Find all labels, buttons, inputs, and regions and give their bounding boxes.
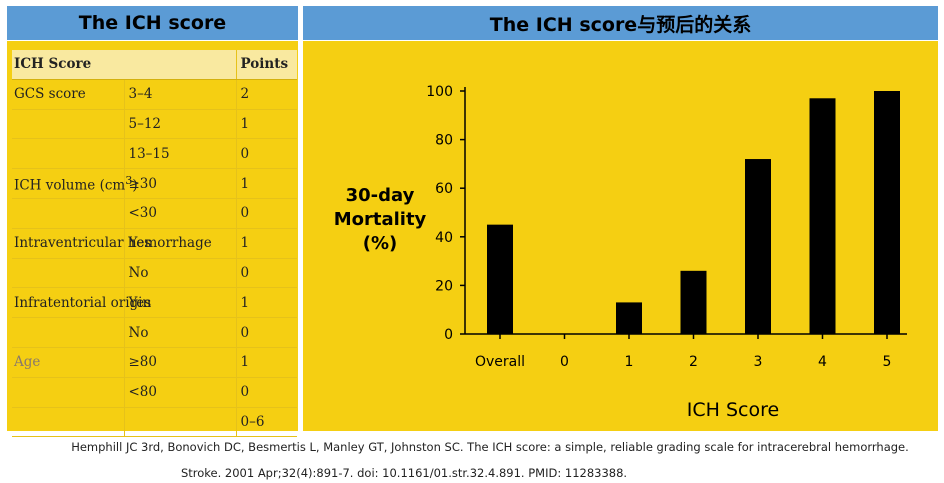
ich-score-table: ICH Score Points GCS score 3–4 2 5–12 1 … bbox=[12, 50, 297, 438]
row-range: 5–12 bbox=[123, 109, 236, 140]
table-row: No 0 bbox=[12, 258, 297, 289]
row-points: 1 bbox=[235, 287, 297, 319]
table-row: 0–6 bbox=[12, 407, 297, 438]
left-panel-title: The ICH score bbox=[7, 6, 298, 40]
row-points: 1 bbox=[235, 109, 297, 140]
y-axis-label: Mortality bbox=[334, 209, 427, 230]
right-panel-title-text: The ICH score与预后的关系 bbox=[489, 13, 752, 36]
bar-5 bbox=[874, 91, 900, 334]
y-tick-label: 80 bbox=[435, 133, 453, 149]
y-tick-label: 0 bbox=[444, 327, 453, 343]
row-label-text: ICH volume (cm bbox=[14, 177, 126, 194]
row-label bbox=[12, 317, 124, 348]
table-row: GCS score 3–4 2 bbox=[12, 79, 297, 110]
table-header-points: Points bbox=[235, 50, 297, 80]
bar-overall bbox=[487, 224, 513, 334]
x-tick-label: Overall bbox=[475, 354, 525, 370]
row-points: 1 bbox=[235, 168, 297, 199]
row-range: No bbox=[123, 317, 236, 348]
row-range: 13–15 bbox=[123, 138, 236, 170]
row-label: Infratentorial origin bbox=[12, 287, 151, 319]
row-label bbox=[12, 258, 124, 289]
x-axis-label: ICH Score bbox=[687, 399, 779, 421]
row-range: <80 bbox=[123, 377, 236, 408]
citation-line-2: Stroke. 2001 Apr;32(4):891-7. doi: 10.11… bbox=[180, 466, 628, 480]
table-header-label: ICH Score bbox=[12, 50, 236, 80]
table-row: Intraventricular hemorrhage Yes 1 bbox=[12, 228, 297, 259]
row-range: Yes bbox=[123, 228, 236, 259]
bar-1 bbox=[616, 302, 642, 334]
x-tick-label: 2 bbox=[689, 354, 698, 370]
left-panel-title-text: The ICH score bbox=[78, 12, 227, 34]
row-points: 0 bbox=[235, 258, 297, 289]
row-points: 1 bbox=[235, 347, 297, 378]
row-label bbox=[12, 407, 124, 438]
table-row: <80 0 bbox=[12, 377, 297, 408]
row-label: ICH volume (cm3) bbox=[12, 168, 138, 199]
y-tick-label: 20 bbox=[435, 278, 453, 294]
row-range: Yes bbox=[123, 287, 236, 319]
row-range: No bbox=[123, 258, 236, 289]
x-tick-label: 5 bbox=[883, 354, 892, 370]
x-tick-label: 0 bbox=[560, 354, 569, 370]
row-label bbox=[12, 377, 124, 408]
table-row: No 0 bbox=[12, 317, 297, 348]
row-range: ≥80 bbox=[123, 347, 236, 378]
row-label bbox=[12, 198, 124, 229]
y-tick-label: 40 bbox=[435, 230, 453, 246]
row-points: 0 bbox=[235, 138, 297, 170]
row-range bbox=[123, 407, 236, 438]
row-points: 1 bbox=[235, 228, 297, 259]
table-row: Infratentorial origin Yes 1 bbox=[12, 287, 297, 319]
y-axis-label: (%) bbox=[363, 233, 398, 254]
row-label: Age bbox=[12, 347, 124, 378]
table-row: ICH volume (cm3) ≥30 1 bbox=[12, 168, 297, 199]
x-tick-label: 4 bbox=[818, 354, 827, 370]
row-range: <30 bbox=[123, 198, 236, 229]
mortality-bar-chart: 0 20 40 60 80 100 Overall 0 1 2 3 4 5 30-day Mortality… bbox=[334, 84, 907, 421]
x-tick-label: 3 bbox=[754, 354, 763, 370]
bar-4 bbox=[809, 98, 836, 334]
bar-3 bbox=[745, 159, 771, 334]
bar-2 bbox=[680, 270, 707, 334]
right-panel-title: The ICH score与预后的关系 bbox=[303, 6, 938, 40]
row-points: 0 bbox=[235, 377, 297, 408]
row-points: 0 bbox=[235, 317, 297, 348]
row-label: Intraventricular hemorrhage bbox=[12, 228, 212, 259]
row-range: ≥30 bbox=[123, 168, 236, 199]
mortality-chart-panel: 0 20 40 60 80 100 Overall 0 1 2 3 4 5 30-day Mortality… bbox=[303, 41, 938, 431]
y-tick-label: 60 bbox=[435, 181, 453, 197]
ich-score-table-panel: ICH Score Points GCS score 3–4 2 5–12 1 … bbox=[7, 41, 298, 438]
table-header-row: ICH Score Points bbox=[12, 50, 297, 80]
row-label: GCS score bbox=[12, 79, 124, 110]
table-row: 13–15 0 bbox=[12, 138, 297, 170]
row-range: 3–4 bbox=[123, 79, 236, 110]
x-tick-label: 1 bbox=[625, 354, 634, 370]
row-label bbox=[12, 109, 124, 140]
citation-line-1: Hemphill JC 3rd, Bonovich DC, Besmertis … bbox=[71, 440, 909, 454]
row-label bbox=[12, 138, 124, 170]
y-axis-label: 30-day bbox=[346, 185, 415, 206]
row-points: 0 bbox=[235, 198, 297, 229]
y-tick-label: 100 bbox=[426, 84, 453, 100]
table-row: Age ≥80 1 bbox=[12, 347, 297, 378]
row-points: 2 bbox=[235, 79, 297, 110]
table-row: 5–12 1 bbox=[12, 109, 297, 140]
row-points: 0–6 bbox=[235, 407, 297, 438]
table-row: <30 0 bbox=[12, 198, 297, 229]
